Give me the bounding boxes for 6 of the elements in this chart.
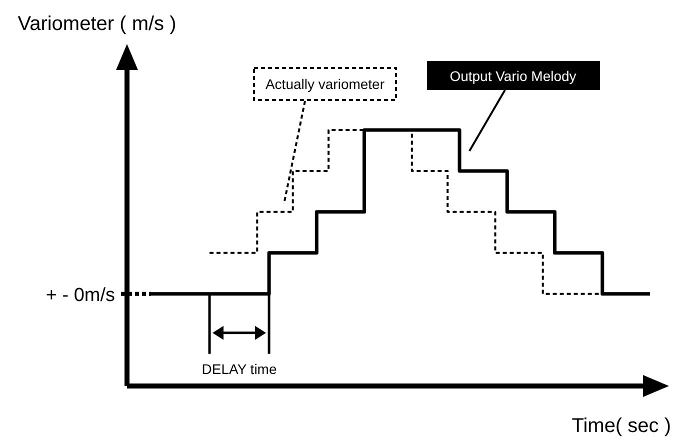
- annotation: DELAY time: [202, 360, 277, 377]
- text: Actually variometer: [265, 76, 385, 92]
- x-axis-title: Time( sec ): [572, 415, 671, 437]
- text: Output Vario Melody: [450, 68, 576, 84]
- y-axis-title: Variometer ( m/s ): [18, 13, 176, 35]
- text: + - 0m/s: [46, 284, 115, 306]
